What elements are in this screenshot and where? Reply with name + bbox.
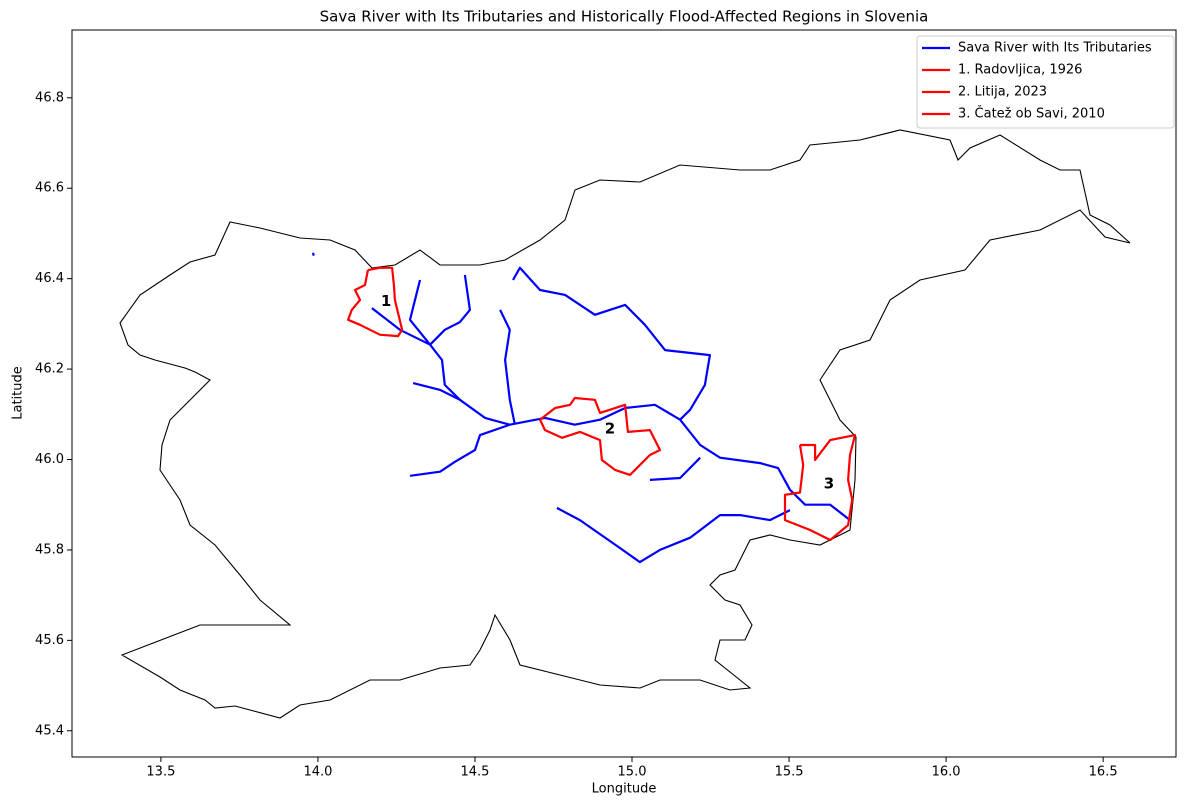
plot-frame xyxy=(71,29,1177,758)
y-tick-label: 46.8 xyxy=(35,90,64,105)
chart-title: Sava River with Its Tributaries and Hist… xyxy=(320,8,929,26)
legend-label: 3. Čatež ob Savi, 2010 xyxy=(958,106,1105,122)
y-tick-label: 45.4 xyxy=(35,723,64,738)
region-label: 2 xyxy=(605,419,615,437)
y-tick-label: 46.6 xyxy=(35,181,64,196)
legend xyxy=(916,35,1175,129)
series-line xyxy=(347,266,404,338)
x-tick-label: 15.0 xyxy=(618,765,647,780)
x-tick-label: 13.5 xyxy=(146,765,175,780)
x-axis-label: Longitude xyxy=(592,782,657,797)
series-line xyxy=(783,434,857,542)
y-tick-label: 46.2 xyxy=(35,362,64,377)
y-axis-label: Latitude xyxy=(11,366,26,420)
region-label: 3 xyxy=(824,474,834,492)
x-tick-label: 16.0 xyxy=(932,765,961,780)
x-tick-label: 14.5 xyxy=(460,765,489,780)
x-tick-label: 16.5 xyxy=(1089,765,1118,780)
x-tick-label: 15.5 xyxy=(775,765,804,780)
region-label: 1 xyxy=(381,292,391,310)
x-tick-label: 14.0 xyxy=(303,765,332,780)
legend-label: 1. Radovljica, 1926 xyxy=(958,63,1082,78)
y-tick-label: 45.8 xyxy=(35,542,64,557)
y-tick-label: 46.4 xyxy=(35,271,64,286)
y-tick-label: 45.6 xyxy=(35,633,64,648)
legend-label: Sava River with Its Tributaries xyxy=(958,41,1152,56)
y-tick-label: 46.0 xyxy=(35,452,64,467)
country-border xyxy=(119,129,1131,719)
series-line xyxy=(539,396,662,476)
legend-label: 2. Litija, 2023 xyxy=(958,85,1047,100)
series-line xyxy=(311,252,851,564)
